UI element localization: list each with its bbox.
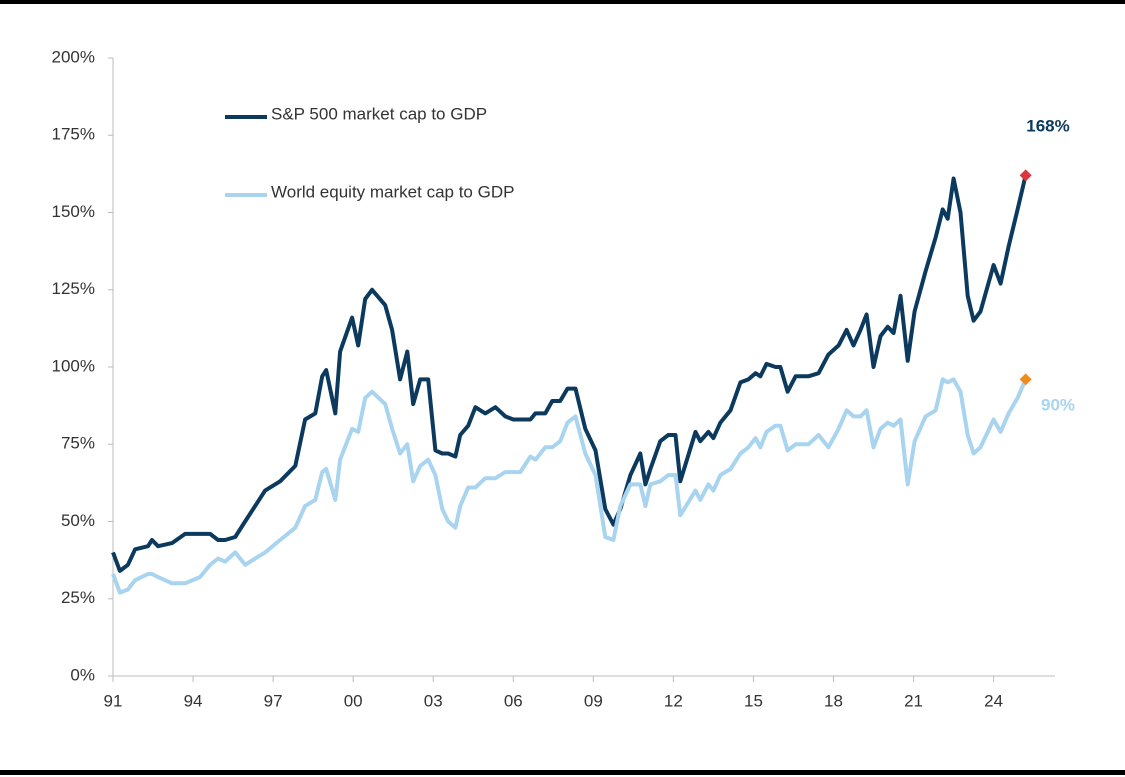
y-tick-label: 75% [61,434,95,453]
y-tick-label: 50% [61,511,95,530]
x-tick-label: 24 [984,691,1003,710]
x-tick-label: 03 [424,691,443,710]
frame-top [0,0,1125,4]
x-tick-label: 97 [264,691,283,710]
series-line [111,174,1028,573]
x-tick-label: 21 [904,691,923,710]
x-tick-label: 91 [104,691,123,710]
x-tick-label: 18 [824,691,843,710]
y-tick-label: 150% [52,202,95,221]
end-marker [1019,169,1032,182]
legend-label: World equity market cap to GDP [271,182,514,201]
x-tick-label: 12 [664,691,683,710]
y-tick-label: 200% [52,47,95,66]
x-tick-label: 09 [584,691,603,710]
y-tick-label: 175% [52,125,95,144]
x-tick-label: 94 [184,691,203,710]
y-tick-label: 25% [61,588,95,607]
series-line [111,377,1028,595]
x-tick-label: 06 [504,691,523,710]
annotation: 90% [1041,395,1075,414]
y-tick-label: 125% [52,279,95,298]
x-tick-label: 00 [344,691,363,710]
end-marker [1019,373,1032,386]
y-tick-label: 100% [52,356,95,375]
legend-label: S&P 500 market cap to GDP [271,104,487,123]
y-tick-label: 0% [70,665,95,684]
annotation: 168% [1026,116,1069,135]
x-tick-label: 15 [744,691,763,710]
frame-bottom [0,770,1125,775]
